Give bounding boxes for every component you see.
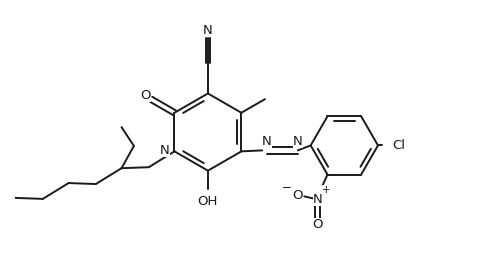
Text: O: O — [312, 217, 323, 230]
Text: N: N — [312, 193, 322, 206]
Text: N: N — [203, 24, 213, 37]
Text: N: N — [293, 135, 302, 148]
Text: OH: OH — [198, 195, 218, 208]
Text: N: N — [262, 135, 272, 148]
Text: Cl: Cl — [392, 139, 405, 152]
Text: N: N — [160, 144, 170, 157]
Text: O: O — [140, 89, 150, 102]
Text: O: O — [292, 189, 303, 202]
Text: +: + — [322, 185, 331, 195]
Text: −: − — [282, 181, 292, 194]
